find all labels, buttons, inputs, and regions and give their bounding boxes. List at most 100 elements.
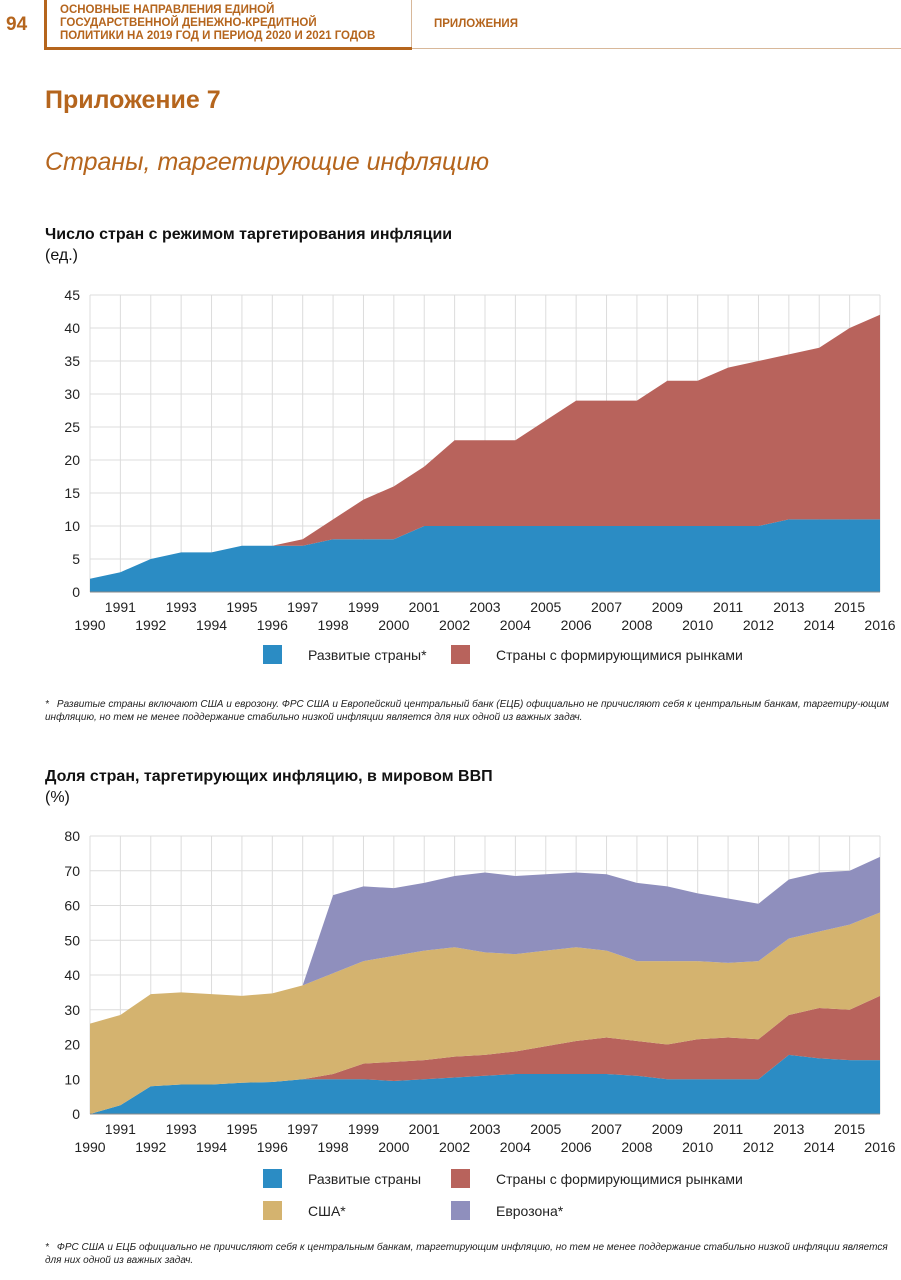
chart1-xtick-label: 2015 <box>834 1121 865 1137</box>
document-title-line: ГОСУДАРСТВЕННОЙ ДЕНЕЖНО-КРЕДИТНОЙ <box>60 17 317 29</box>
chart1-xtick-label: 1992 <box>135 1139 166 1155</box>
chart0-legend-swatch <box>451 645 470 664</box>
appendix-title: Приложение 7 <box>45 86 221 114</box>
chart1-area-series-0 <box>90 1054 880 1114</box>
chart1-ytick-label: 50 <box>64 932 80 948</box>
chart1-ytick-label: 0 <box>72 1106 80 1122</box>
chart1-xtick-label: 2010 <box>682 1139 713 1155</box>
chart0-xtick-label: 2002 <box>439 617 470 633</box>
chart1-xtick-label: 1998 <box>317 1139 348 1155</box>
chart0-ytick-label: 10 <box>64 518 80 534</box>
chart1-xtick-label: 1994 <box>196 1139 227 1155</box>
chart1-legend-swatch <box>451 1169 470 1188</box>
chart0-xtick-label: 2016 <box>864 617 895 633</box>
chart1-xtick-label: 1995 <box>226 1121 257 1137</box>
header-rule <box>44 47 412 50</box>
chart0-ytick-label: 20 <box>64 452 80 468</box>
chart1-xtick-label: 2008 <box>621 1139 652 1155</box>
chart1-legend-label: Страны с формирующимися рынками <box>496 1171 743 1187</box>
chart0-xtick-label: 2010 <box>682 617 713 633</box>
chart0-xtick-label: 2001 <box>409 599 440 615</box>
chart1-title: Число стран с режимом таргетирования инф… <box>45 226 453 243</box>
page-header: 94 ОСНОВНЫЕ НАПРАВЛЕНИЯ ЕДИНОЙ ГОСУДАРСТ… <box>0 0 901 50</box>
chart0-ytick-label: 35 <box>64 353 80 369</box>
chart1-ytick-label: 80 <box>64 828 80 844</box>
chart0-legend-label: Развитые страны* <box>308 647 427 663</box>
chart1-ytick-label: 40 <box>64 967 80 983</box>
chart0-xtick-label: 2009 <box>652 599 683 615</box>
chart1-legend-label: США* <box>308 1203 346 1219</box>
chart1-xtick-label: 1997 <box>287 1121 318 1137</box>
chart1-ytick-label: 20 <box>64 1037 80 1053</box>
chart0-area-series-0 <box>90 519 880 592</box>
chart0-xtick-label: 1997 <box>287 599 318 615</box>
document-title-line: ОСНОВНЫЕ НАПРАВЛЕНИЯ ЕДИНОЙ <box>60 4 275 16</box>
chart1-ytick-label: 60 <box>64 898 80 914</box>
chart1-xtick-label: 1999 <box>348 1121 379 1137</box>
chart1-xtick-label: 2001 <box>409 1121 440 1137</box>
appendix-subtitle: Страны, таргетирующие инфляцию <box>45 148 490 176</box>
chart0-ytick-label: 0 <box>72 584 80 600</box>
chart1-legend-label: Развитые страны <box>308 1171 421 1187</box>
chart1-xtick-label: 2005 <box>530 1121 561 1137</box>
chart1-xtick-label: 2007 <box>591 1121 622 1137</box>
chart0-xtick-label: 1992 <box>135 617 166 633</box>
chart2-title: Доля стран, таргетирующих инфляцию, в ми… <box>45 768 493 785</box>
chart0-ytick-label: 25 <box>64 419 80 435</box>
chart1-xtick-label: 2009 <box>652 1121 683 1137</box>
chart0-xtick-label: 2004 <box>500 617 531 633</box>
footnote-text: ФРС США и ЕЦБ официально не причисляют с… <box>45 1242 888 1266</box>
chart0-xtick-label: 1990 <box>74 617 105 633</box>
chart0-ytick-label: 5 <box>72 551 80 567</box>
footnote-marker: * <box>45 1242 49 1253</box>
chart1-xtick-label: 2000 <box>378 1139 409 1155</box>
chart0-ytick-label: 40 <box>64 320 80 336</box>
chart1-footnote: * Развитые страны включают США и еврозону… <box>45 698 900 724</box>
chart0-ytick-label: 30 <box>64 386 80 402</box>
chart0-xtick-label: 1998 <box>317 617 348 633</box>
chart1-xtick-label: 2012 <box>743 1139 774 1155</box>
chart0-xtick-label: 2013 <box>773 599 804 615</box>
chart0-xtick-label: 1996 <box>257 617 288 633</box>
chart0-area-series-1 <box>90 314 880 579</box>
footnote-text: Развитые страны включают США и еврозону.… <box>45 699 889 723</box>
chart1-xtick-label: 2013 <box>773 1121 804 1137</box>
chart0-xtick-label: 2011 <box>713 599 743 615</box>
chart0-xtick-label: 1993 <box>166 599 197 615</box>
chart1-legend-swatch <box>263 1201 282 1220</box>
chart0-xtick-label: 2015 <box>834 599 865 615</box>
chart2-unit: (%) <box>45 789 70 806</box>
chart1-legend-label: Еврозона* <box>496 1203 564 1219</box>
header-separator <box>411 0 412 50</box>
chart1-xtick-label: 2011 <box>713 1121 743 1137</box>
header-rule-thin <box>412 48 901 49</box>
chart1-xtick-label: 2014 <box>804 1139 835 1155</box>
chart1-xtick-label: 2003 <box>469 1121 500 1137</box>
chart1-xtick-label: 2002 <box>439 1139 470 1155</box>
document-title: ОСНОВНЫЕ НАПРАВЛЕНИЯ ЕДИНОЙ ГОСУДАРСТВЕН… <box>60 4 410 43</box>
chart1-ytick-label: 10 <box>64 1071 80 1087</box>
header-accent-bar <box>44 0 47 50</box>
chart1-area-series-2 <box>90 912 880 1114</box>
chart1-unit: (ед.) <box>45 247 78 264</box>
chart1-xtick-label: 1991 <box>105 1121 136 1137</box>
chart0-xtick-label: 1995 <box>226 599 257 615</box>
chart1-legend-swatch <box>263 1169 282 1188</box>
document-title-line: ПОЛИТИКИ НА 2019 ГОД И ПЕРИОД 2020 И 202… <box>60 30 376 42</box>
chart0-legend-swatch <box>263 645 282 664</box>
chart0-xtick-label: 1994 <box>196 617 227 633</box>
chart1-ytick-label: 30 <box>64 1002 80 1018</box>
chart0-ytick-label: 45 <box>64 287 80 303</box>
chart1-ytick-label: 70 <box>64 863 80 879</box>
section-label: ПРИЛОЖЕНИЯ <box>434 18 518 30</box>
chart1-xtick-label: 2016 <box>864 1139 895 1155</box>
chart1-legend-swatch <box>451 1201 470 1220</box>
chart1-xtick-label: 2004 <box>500 1139 531 1155</box>
chart0-xtick-label: 2003 <box>469 599 500 615</box>
chart1-xtick-label: 1993 <box>166 1121 197 1137</box>
chart0-xtick-label: 2006 <box>561 617 592 633</box>
page-number: 94 <box>6 14 28 35</box>
chart0-xtick-label: 2014 <box>804 617 835 633</box>
